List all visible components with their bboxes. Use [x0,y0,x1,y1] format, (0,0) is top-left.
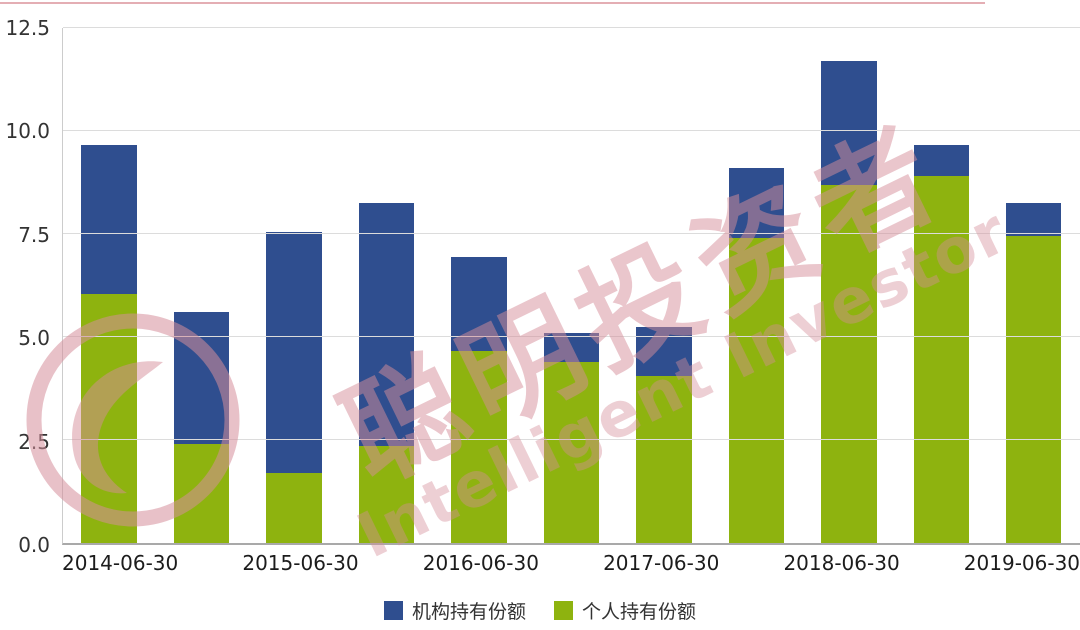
bar-segment-individual [266,472,322,543]
bar-slot [340,28,432,543]
legend-item: 机构持有份额 [383,597,526,624]
y-tick-label: 7.5 [18,222,50,247]
bar-segment-institutional [358,203,415,447]
y-tick-label: 0.0 [18,533,50,557]
x-tick-label: 2015-06-30 [242,551,359,575]
stacked-bar-period-4 [358,28,415,543]
legend-label: 机构持有份额 [411,601,526,623]
gridline [63,233,1080,234]
bar-segment-individual [636,376,692,543]
x-tick-label [900,551,964,575]
y-axis: 0.0 2.5 5.0 7.5 10.0 12.5 [0,16,56,557]
bar-slot [63,28,155,543]
bar-segment-institutional [543,332,600,362]
stacked-bar-2014-06-30 [81,28,137,543]
legend-swatch [383,601,403,620]
stacked-bar-2017-06-30 [636,28,692,543]
bar-segment-individual [81,293,137,543]
bar-segment-individual [543,361,600,543]
bar-segment-individual [728,238,785,543]
bar-slot [433,28,525,543]
x-tick-label: 2018-06-30 [783,551,900,575]
bar-segment-institutional [636,326,692,377]
bar-segment-institutional [81,145,137,294]
x-tick-label [539,551,603,575]
bar-slot [710,28,802,543]
legend-swatch [554,601,573,620]
bar-slot [988,28,1080,543]
bar-segment-institutional [913,145,970,177]
bar-segment-institutional [266,231,322,473]
x-tick-label: 2019-06-30 [963,551,1080,575]
bar-segment-institutional [1006,203,1062,237]
stacked-bar-period-10 [913,28,970,543]
top-rule-line [0,2,985,4]
bar-slot [618,28,710,543]
x-axis: 2014-06-30 2015-06-30 2016-06-30 2017-06-30… [62,551,1080,575]
bars [63,28,1080,543]
y-tick-label: 10.0 [5,119,50,144]
legend-label: 个人持有份额 [582,601,697,623]
bar-segment-institutional [451,256,507,352]
stacked-bar-period-8 [728,28,785,543]
stacked-bar-2016-06-30 [451,28,507,543]
stacked-bar-period-2 [173,28,230,543]
y-tick-label: 5.0 [18,326,50,351]
bar-slot [525,28,617,543]
bar-segment-individual [1006,236,1062,543]
bar-segment-institutional [821,60,877,185]
bar-segment-individual [173,444,230,543]
bar-segment-individual [358,446,415,543]
gridline [63,439,1080,440]
bar-segment-individual [821,184,877,543]
bar-segment-individual [451,351,507,543]
x-tick-label: 2014-06-30 [62,551,179,575]
gridline [63,336,1080,337]
bar-slot [895,28,987,543]
x-tick-label: 2017-06-30 [603,551,720,575]
bar-segment-institutional [728,168,785,239]
bar-slot [248,28,340,543]
bar-slot [155,28,247,543]
bar-segment-individual [913,176,970,543]
stacked-bar-2019-06-30 [1006,28,1062,543]
stacked-bar-2018-06-30 [821,28,877,543]
gridline [63,27,1080,28]
legend-item: 个人持有份额 [554,597,696,624]
bar-slot [803,28,895,543]
y-tick-label: 12.5 [5,16,50,40]
x-tick-label [359,551,423,575]
stacked-bar-2015-06-30 [266,28,322,543]
stacked-bar-period-6 [543,28,600,543]
x-tick-label: 2016-06-30 [422,551,539,575]
x-tick-label [178,551,242,575]
legend: 机构持有份额 个人持有份额 [0,597,1080,624]
x-tick-label [719,551,783,575]
y-tick-label: 2.5 [18,429,50,454]
gridline [63,130,1080,131]
bar-segment-institutional [173,312,230,445]
plot-area [62,27,1080,545]
